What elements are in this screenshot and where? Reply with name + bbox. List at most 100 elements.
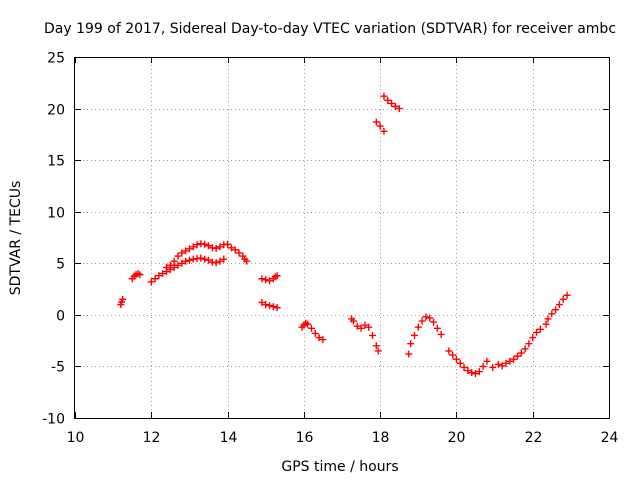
y-tick-label: 15	[47, 154, 65, 170]
series-arc-15	[542, 291, 571, 328]
data-point	[559, 295, 567, 303]
data-point	[502, 359, 510, 367]
data-point	[380, 92, 388, 100]
data-point	[548, 310, 556, 318]
data-point	[266, 277, 274, 285]
grid	[75, 57, 609, 418]
data-point	[437, 330, 445, 338]
series-arc-12	[405, 313, 445, 358]
data-point	[147, 278, 155, 286]
data-point	[185, 245, 193, 253]
data-point	[380, 127, 388, 135]
axis-ticks	[75, 57, 610, 419]
data-point	[395, 105, 403, 113]
data-point	[212, 244, 220, 252]
data-point	[163, 263, 171, 271]
data-point	[430, 318, 438, 326]
data-point	[510, 355, 518, 363]
data-point	[262, 301, 270, 309]
series-arc-02	[128, 270, 144, 283]
data-point	[357, 324, 365, 332]
data-point	[353, 322, 361, 330]
data-point	[407, 340, 415, 348]
series-arc-03	[147, 254, 228, 286]
data-point	[483, 357, 491, 365]
data-point	[521, 345, 529, 353]
y-axis-label: SDTVAR / TECUs	[8, 181, 24, 296]
data-point	[235, 249, 243, 257]
chart-title: Day 199 of 2017, Sidereal Day-to-day VTE…	[44, 21, 616, 37]
data-point	[410, 331, 418, 339]
data-point	[489, 363, 497, 371]
data-point	[544, 315, 552, 323]
data-point	[452, 355, 460, 363]
data-point	[273, 304, 281, 312]
data-point	[456, 359, 464, 367]
data-point	[506, 357, 514, 365]
x-tick-label: 12	[143, 430, 161, 446]
data-point	[349, 317, 357, 325]
data-point	[216, 243, 224, 251]
data-point	[224, 240, 232, 248]
data-point	[533, 328, 541, 336]
data-point	[460, 363, 468, 371]
data-point	[201, 255, 209, 263]
data-point	[315, 334, 323, 342]
x-tick-label: 10	[67, 430, 85, 446]
data-point	[220, 255, 228, 263]
data-point	[372, 118, 380, 126]
x-tick-label: 24	[601, 430, 619, 446]
data-point	[391, 103, 399, 111]
data-point	[258, 275, 266, 283]
data-point	[269, 303, 277, 311]
data-point	[405, 350, 413, 358]
data-point	[182, 257, 190, 265]
series-arc-08	[298, 319, 327, 344]
series-arc-10	[372, 118, 388, 135]
series-arc-01	[117, 295, 127, 309]
data-point	[155, 272, 163, 280]
data-point	[494, 360, 502, 368]
data-point	[498, 362, 506, 370]
series-arc-13	[445, 347, 491, 378]
y-tick-label: 20	[47, 103, 65, 119]
data-point	[178, 259, 186, 267]
series-arc-11	[380, 92, 403, 113]
data-point	[479, 362, 487, 370]
y-tick-label: 10	[47, 206, 65, 222]
data-point	[468, 369, 476, 377]
data-point	[525, 340, 533, 348]
data-points	[117, 92, 571, 378]
y-tick-label: 5	[56, 257, 65, 273]
data-point	[372, 342, 380, 350]
x-tick-label: 20	[448, 430, 466, 446]
series-arc-05	[227, 244, 251, 265]
data-point	[119, 295, 127, 303]
x-tick-label: 22	[525, 430, 543, 446]
data-point	[384, 96, 392, 104]
data-point	[193, 241, 201, 249]
x-tick-label: 18	[372, 430, 390, 446]
data-point	[227, 244, 235, 252]
data-point	[243, 257, 251, 265]
x-tick-label: 14	[220, 430, 238, 446]
data-point	[178, 249, 186, 257]
data-point	[159, 270, 167, 278]
data-point	[205, 256, 212, 264]
data-point	[513, 352, 521, 360]
data-point	[304, 320, 312, 328]
data-point	[563, 291, 571, 299]
plot-frame	[74, 57, 610, 419]
data-point	[151, 275, 159, 283]
data-point	[185, 256, 193, 264]
data-point	[174, 252, 182, 260]
data-point	[311, 329, 319, 337]
data-point	[273, 272, 281, 280]
y-tick-label: -10	[42, 412, 65, 428]
data-point	[449, 351, 457, 359]
y-tick-label: 0	[56, 309, 65, 325]
data-point	[201, 240, 209, 248]
data-point	[205, 242, 212, 250]
data-point	[374, 347, 382, 355]
